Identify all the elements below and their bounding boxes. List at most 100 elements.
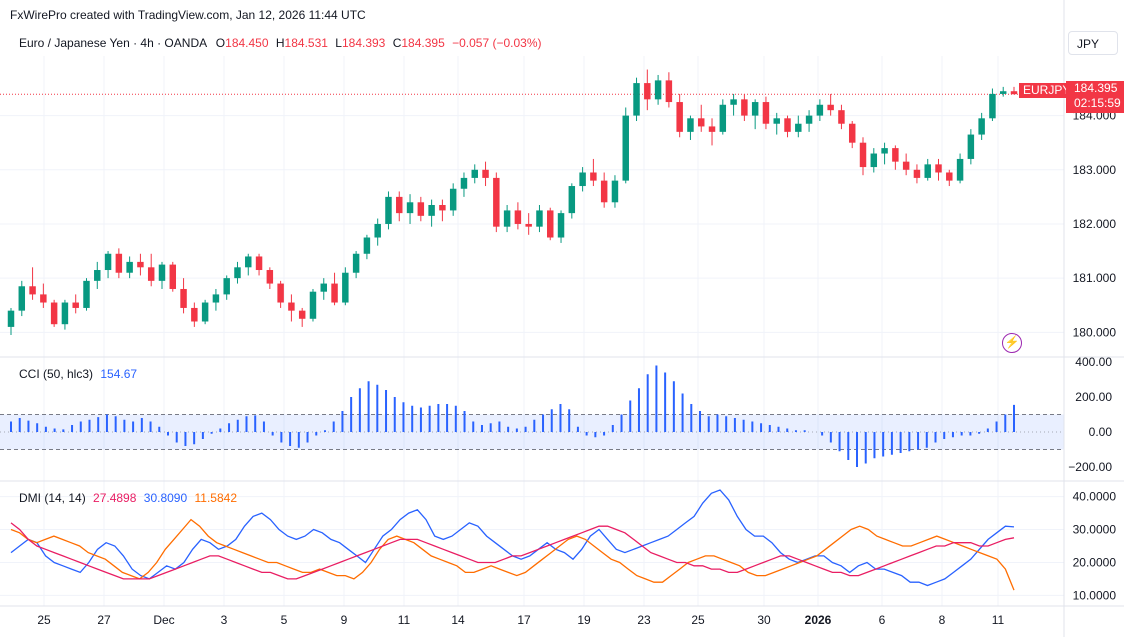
candle-body[interactable] xyxy=(126,261,133,273)
candle-body[interactable] xyxy=(503,210,511,227)
dmi-legend[interactable]: DMI (14, 14) 27.4898 30.8090 11.5842 xyxy=(19,491,237,505)
candle-body[interactable] xyxy=(40,294,47,303)
candle-body[interactable] xyxy=(29,286,36,295)
candle-body[interactable] xyxy=(158,264,166,281)
candle-body[interactable] xyxy=(665,80,673,103)
price-axis[interactable]: 180.000181.000182.000183.000184.000400.0… xyxy=(1068,109,1116,603)
candle-body[interactable] xyxy=(698,118,705,127)
dmi-pane[interactable] xyxy=(10,489,1015,591)
candle-body[interactable] xyxy=(342,272,349,303)
candle-body[interactable] xyxy=(288,302,295,311)
candle-body[interactable] xyxy=(827,104,834,111)
candle-body[interactable] xyxy=(245,256,252,268)
symbol-legend[interactable]: Euro / Japanese Yen · 4h · OANDA O184.45… xyxy=(19,36,542,50)
candle-body[interactable] xyxy=(762,102,770,124)
candle-body[interactable] xyxy=(784,118,791,132)
symbol-title[interactable]: Euro / Japanese Yen · 4h · OANDA xyxy=(19,36,207,50)
candle-body[interactable] xyxy=(536,210,543,227)
candle-body[interactable] xyxy=(848,123,856,143)
time-axis[interactable]: 25 27 Dec 3 5 9 11 14 17 19 23 25 30 2026 6 8 11 xyxy=(37,613,1004,627)
candle-body[interactable] xyxy=(428,205,435,216)
candle-body[interactable] xyxy=(913,169,921,178)
candle-body[interactable] xyxy=(547,210,554,238)
candle-body[interactable] xyxy=(255,256,263,271)
candle-body[interactable] xyxy=(201,302,209,322)
candle-body[interactable] xyxy=(967,134,975,159)
candle-body[interactable] xyxy=(234,267,241,279)
candle-body[interactable] xyxy=(137,261,144,268)
candle-body[interactable] xyxy=(514,210,522,224)
candle-body[interactable] xyxy=(730,99,737,105)
cci-name[interactable]: CCI (50, hlc3) xyxy=(19,367,94,381)
candle-body[interactable] xyxy=(439,205,446,211)
candle-body[interactable] xyxy=(568,186,576,214)
candle-body[interactable] xyxy=(320,283,327,292)
candle-body[interactable] xyxy=(212,294,220,303)
candle-body[interactable] xyxy=(374,223,381,238)
dmi-name[interactable]: DMI (14, 14) xyxy=(19,491,86,505)
candle-body[interactable] xyxy=(417,202,425,216)
candle-body[interactable] xyxy=(104,253,112,271)
candle-body[interactable] xyxy=(805,115,813,124)
candle-body[interactable] xyxy=(471,169,478,178)
candle-body[interactable] xyxy=(881,148,888,154)
candle-body[interactable] xyxy=(147,267,155,281)
candle-body[interactable] xyxy=(600,180,608,203)
candle-body[interactable] xyxy=(676,102,683,132)
candle-body[interactable] xyxy=(859,142,867,168)
candle-body[interactable] xyxy=(385,196,392,224)
candle-body[interactable] xyxy=(611,180,619,203)
cci-legend[interactable]: CCI (50, hlc3) 154.67 xyxy=(19,367,137,381)
candle-body[interactable] xyxy=(741,99,748,116)
candle-body[interactable] xyxy=(298,310,306,319)
candle-body[interactable] xyxy=(892,148,899,162)
candle-body[interactable] xyxy=(902,161,910,170)
candle-body[interactable] xyxy=(61,302,69,325)
candle-body[interactable] xyxy=(870,153,878,168)
candle-body[interactable] xyxy=(449,188,457,211)
candle-body[interactable] xyxy=(1010,91,1018,95)
candle-body[interactable] xyxy=(352,253,360,273)
candle-body[interactable] xyxy=(751,102,759,116)
candle-body[interactable] xyxy=(622,115,629,181)
candle-body[interactable] xyxy=(331,283,338,303)
candle-body[interactable] xyxy=(191,307,198,322)
candle-body[interactable] xyxy=(946,172,953,181)
candle-body[interactable] xyxy=(7,310,15,327)
candle-body[interactable] xyxy=(838,110,845,124)
candle-body[interactable] xyxy=(999,91,1007,94)
candle-body[interactable] xyxy=(18,286,26,311)
candle-body[interactable] xyxy=(266,270,274,284)
candle-body[interactable] xyxy=(633,83,640,116)
candle-body[interactable] xyxy=(50,302,58,325)
candle-body[interactable] xyxy=(719,104,727,132)
candle-body[interactable] xyxy=(396,196,403,214)
candle-body[interactable] xyxy=(935,164,942,173)
candle-body[interactable] xyxy=(644,83,651,100)
candle-body[interactable] xyxy=(989,93,996,119)
candle-body[interactable] xyxy=(956,158,964,181)
candle-body[interactable] xyxy=(708,126,716,132)
candle-body[interactable] xyxy=(795,123,802,132)
candle-body[interactable] xyxy=(72,302,79,308)
candle-body[interactable] xyxy=(773,118,780,124)
price-pane[interactable] xyxy=(0,69,1064,336)
candle-body[interactable] xyxy=(924,164,931,178)
candle-body[interactable] xyxy=(115,253,123,273)
candle-body[interactable] xyxy=(493,177,500,227)
candle-body[interactable] xyxy=(816,104,824,116)
candle-body[interactable] xyxy=(94,270,101,281)
flash-icon[interactable]: ⚡ xyxy=(1002,333,1022,353)
candle-body[interactable] xyxy=(180,288,187,308)
candle-body[interactable] xyxy=(406,202,414,214)
candle-body[interactable] xyxy=(525,223,532,227)
candle-body[interactable] xyxy=(309,291,317,319)
candle-body[interactable] xyxy=(482,169,489,178)
candle-body[interactable] xyxy=(460,177,468,189)
candle-body[interactable] xyxy=(978,118,985,135)
candle-body[interactable] xyxy=(223,278,230,295)
candle-body[interactable] xyxy=(83,280,90,308)
cci-pane[interactable] xyxy=(0,365,1064,468)
candle-body[interactable] xyxy=(169,264,177,289)
